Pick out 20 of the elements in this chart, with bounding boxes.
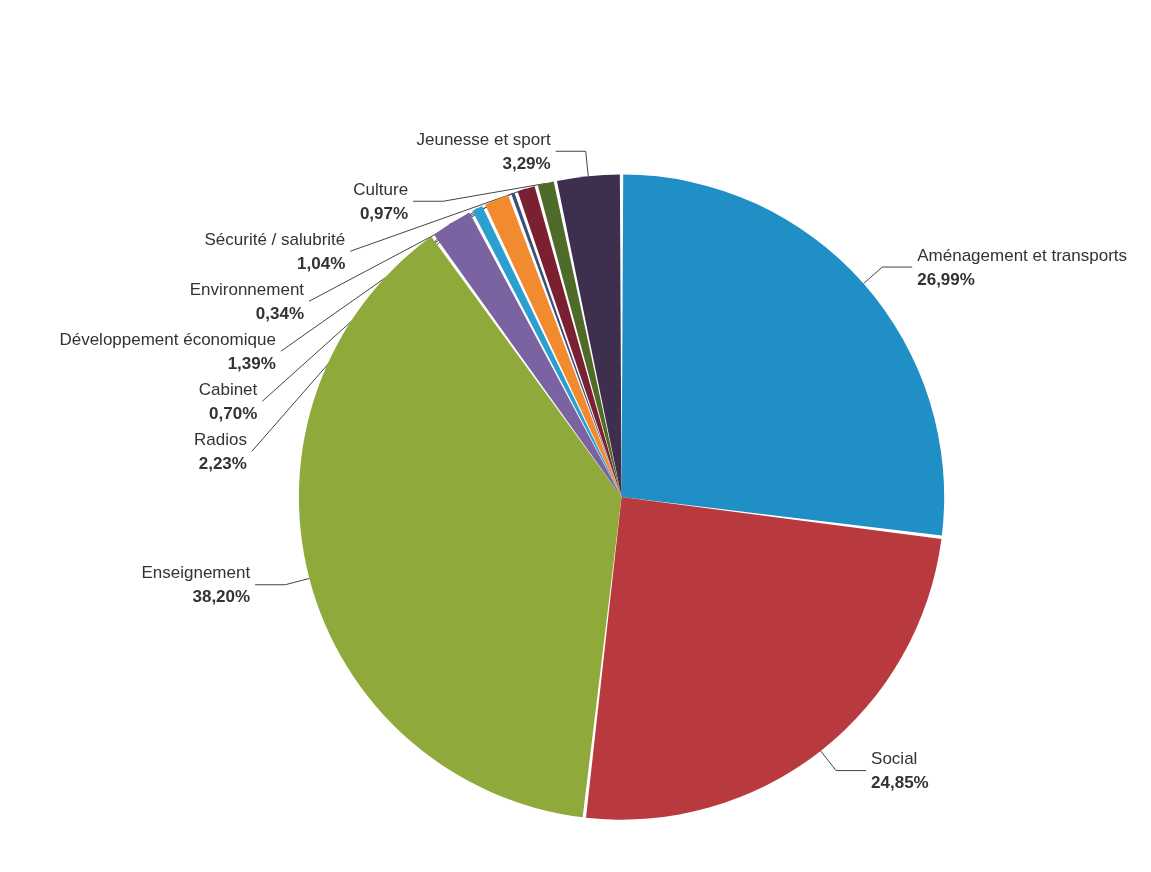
data-label: 2,23% xyxy=(198,453,247,473)
data-label: 1,04% xyxy=(297,253,346,273)
data-label: 0,97% xyxy=(359,203,409,223)
data-label: 26,99% xyxy=(917,269,975,289)
slice-label: Enseignement xyxy=(141,563,251,583)
data-label: 0,70% xyxy=(209,403,258,423)
data-label: 24,85% xyxy=(871,773,929,793)
data-label: 0,34% xyxy=(255,303,305,323)
slice-label: Développement économique xyxy=(59,329,276,349)
slice-label: Environnement xyxy=(189,279,305,299)
slice-label: Cabinet xyxy=(198,379,258,399)
slice-label: Culture xyxy=(353,179,409,199)
slice-label: Jeunesse et sport xyxy=(416,129,551,149)
data-label: 3,29% xyxy=(502,153,551,173)
data-label: 38,20% xyxy=(192,587,251,607)
data-label: 1,39% xyxy=(227,353,276,373)
slice-label: Radios xyxy=(194,429,247,449)
slice-label: Sécurité / salubrité xyxy=(204,229,346,249)
slice-label: Social xyxy=(871,749,918,769)
slice-label: Aménagement et transports xyxy=(917,245,1128,265)
